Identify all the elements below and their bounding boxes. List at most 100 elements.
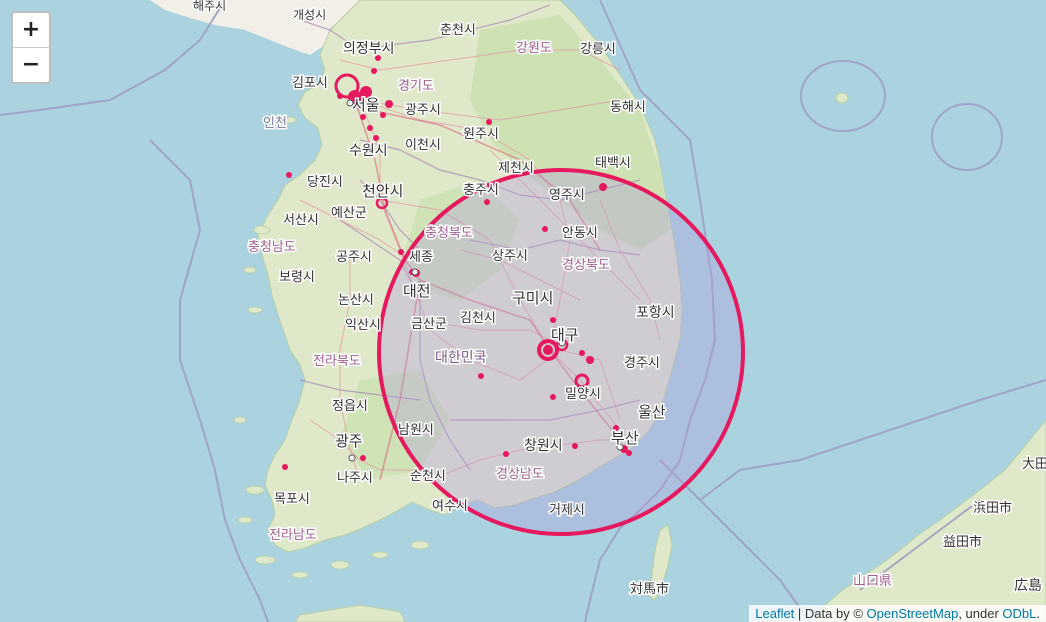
marker[interactable] — [360, 455, 366, 461]
mountain-green — [470, 15, 670, 250]
marker[interactable] — [503, 451, 509, 457]
marker[interactable] — [613, 425, 619, 431]
marker[interactable] — [550, 317, 556, 323]
marker[interactable] — [282, 464, 288, 470]
label-donghae: 동해시 — [610, 100, 646, 115]
label-korea: 대한민국 — [435, 350, 487, 366]
openstreetmap-link[interactable]: OpenStreetMap — [866, 606, 959, 621]
label-taebaek: 태백시 — [595, 156, 631, 171]
marker[interactable] — [360, 114, 366, 120]
label-ulsan: 울산 — [638, 403, 666, 421]
label-yesan: 예산군 — [331, 206, 367, 221]
label-gwangju: 광주 — [335, 432, 363, 450]
label-gyeongbuk: 경상북도 — [562, 258, 610, 273]
marker[interactable] — [398, 249, 404, 255]
label-geoje: 거제시 — [549, 503, 585, 518]
city-dots — [346, 99, 624, 462]
label-gongju: 공주시 — [336, 250, 372, 265]
west-islands — [233, 116, 430, 579]
label-seoul: 서울 — [352, 96, 380, 114]
label-busan: 부산 — [611, 429, 639, 447]
label-chungnam: 충청남도 — [248, 240, 296, 255]
label-gyeongju: 경주시 — [624, 356, 660, 371]
jeju-island — [294, 604, 406, 622]
label-sejong: 세종 — [409, 250, 433, 265]
odbl-link[interactable]: ODbL — [1002, 606, 1037, 621]
label-hiroshima: 広島 — [1014, 578, 1042, 594]
leaflet-link[interactable]: Leaflet — [755, 606, 795, 621]
marker[interactable] — [368, 99, 378, 109]
label-hamada: 浜田市 — [973, 500, 1012, 516]
label-wonju: 원주시 — [463, 127, 499, 142]
marker[interactable] — [579, 350, 585, 356]
marker[interactable] — [484, 199, 490, 205]
label-pohang: 포항시 — [636, 305, 675, 321]
label-icheon: 이천시 — [405, 138, 441, 153]
admin-borders — [299, 4, 641, 471]
marker[interactable] — [550, 394, 556, 400]
marker[interactable] — [373, 135, 379, 141]
label-jeongeup: 정읍시 — [332, 399, 368, 414]
marker[interactable] — [486, 119, 492, 125]
marker[interactable] — [356, 102, 364, 110]
marker[interactable] — [337, 93, 343, 99]
label-sangju: 상주시 — [492, 249, 528, 264]
marker[interactable] — [574, 373, 590, 389]
marker[interactable] — [286, 172, 292, 178]
label-iksan: 익산시 — [345, 318, 381, 333]
label-oda: 大田 — [1022, 457, 1046, 472]
marker[interactable] — [385, 100, 393, 108]
marker[interactable] — [478, 353, 484, 359]
place-labels: 해주시 개성시 춘천시 의정부시 강원도 강릉시 김포시 경기도 서울 광주시 … — [192, 0, 1046, 599]
zoom-in-button[interactable]: + — [21, 17, 41, 42]
label-gumi: 구미시 — [512, 289, 553, 307]
marker[interactable] — [599, 183, 607, 191]
label-gaeseong: 개성시 — [293, 8, 326, 22]
marker[interactable] — [586, 356, 594, 364]
marker[interactable] — [572, 443, 578, 449]
attribution: Leaflet | Data by © OpenStreetMap, under… — [749, 605, 1046, 622]
seoul-marker-large[interactable] — [334, 73, 360, 99]
label-daejeon: 대전 — [403, 282, 431, 300]
radius-circle-gyeongsang[interactable] — [377, 168, 745, 536]
marker[interactable] — [380, 112, 386, 118]
marker[interactable] — [371, 68, 377, 74]
label-daegu: 대구 — [551, 326, 579, 344]
label-incheon: 인천 — [263, 116, 287, 131]
label-gyeonggi: 경기도 — [398, 79, 434, 94]
daegu-marker-large[interactable] — [537, 339, 559, 361]
zoom-control: + − — [11, 11, 51, 84]
marker[interactable] — [478, 373, 484, 379]
label-mokpo: 목포시 — [274, 492, 310, 507]
marker[interactable] — [375, 196, 389, 210]
label-changwon: 창원시 — [524, 438, 563, 454]
marker[interactable] — [543, 345, 553, 355]
label-suncheon: 순천시 — [410, 469, 446, 484]
label-tsushima: 対馬市 — [630, 581, 669, 597]
marker[interactable] — [367, 125, 373, 131]
label-gyeongnam: 경상남도 — [496, 467, 544, 482]
label-seosan: 서산시 — [283, 213, 319, 228]
marker[interactable] — [542, 226, 548, 232]
marker[interactable] — [375, 55, 381, 61]
label-yeongju: 영주시 — [549, 188, 585, 203]
label-suwon: 수원시 — [349, 143, 388, 159]
label-chungbuk: 충청북도 — [425, 226, 473, 241]
label-gimpo: 김포시 — [292, 76, 328, 91]
label-gangwon: 강원도 — [516, 41, 552, 56]
label-gangneung: 강릉시 — [580, 42, 616, 57]
label-geumsan: 금산군 — [411, 317, 447, 332]
tsushima-island — [647, 524, 673, 601]
label-uijeongbu: 의정부시 — [343, 41, 395, 57]
label-andong: 안동시 — [562, 226, 598, 241]
label-cheonan: 천안시 — [362, 182, 403, 200]
zoom-out-button[interactable]: − — [13, 47, 49, 82]
label-dangjin: 당진시 — [307, 175, 343, 190]
label-masuda: 益田市 — [943, 534, 982, 550]
label-jeonnam: 전라남도 — [269, 528, 317, 543]
marker[interactable] — [360, 86, 372, 98]
marker[interactable] — [626, 450, 632, 456]
attribution-text-3: . — [1036, 606, 1040, 621]
